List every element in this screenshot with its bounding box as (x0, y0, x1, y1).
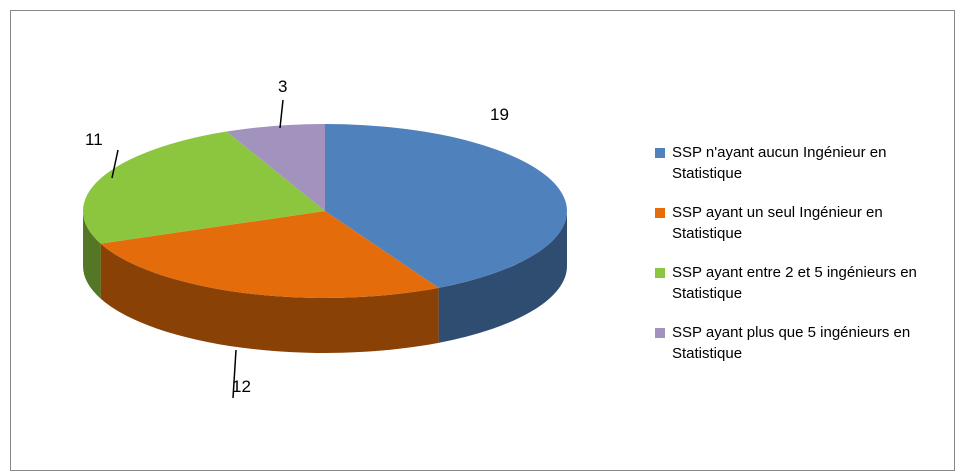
data-label: 12 (232, 377, 251, 396)
pie-slice (325, 124, 567, 288)
data-label: 3 (278, 77, 287, 96)
pie-side (100, 243, 439, 353)
legend-swatch (655, 268, 665, 278)
legend-label: SSP ayant un seul Ingénieur en Statistiq… (672, 204, 883, 242)
legend-swatch (655, 208, 665, 218)
pie-side (83, 211, 101, 299)
data-label: 11 (85, 130, 103, 149)
leader-line (111, 149, 119, 179)
leader-line (232, 349, 237, 399)
pie-slice (82, 131, 325, 244)
legend-swatch (655, 328, 665, 338)
legend-label: SSP ayant entre 2 et 5 ingénieurs en Sta… (672, 264, 917, 302)
legend-label: SSP n'ayant aucun Ingénieur en Statistiq… (672, 144, 887, 182)
legend-swatch (655, 148, 665, 158)
pie-slice (100, 211, 439, 299)
data-label: 19 (490, 105, 509, 124)
legend-label: SSP ayant plus que 5 ingénieurs en Stati… (672, 324, 911, 362)
pie-side (438, 211, 567, 343)
pie-slice (226, 124, 325, 211)
leader-line (279, 99, 284, 129)
